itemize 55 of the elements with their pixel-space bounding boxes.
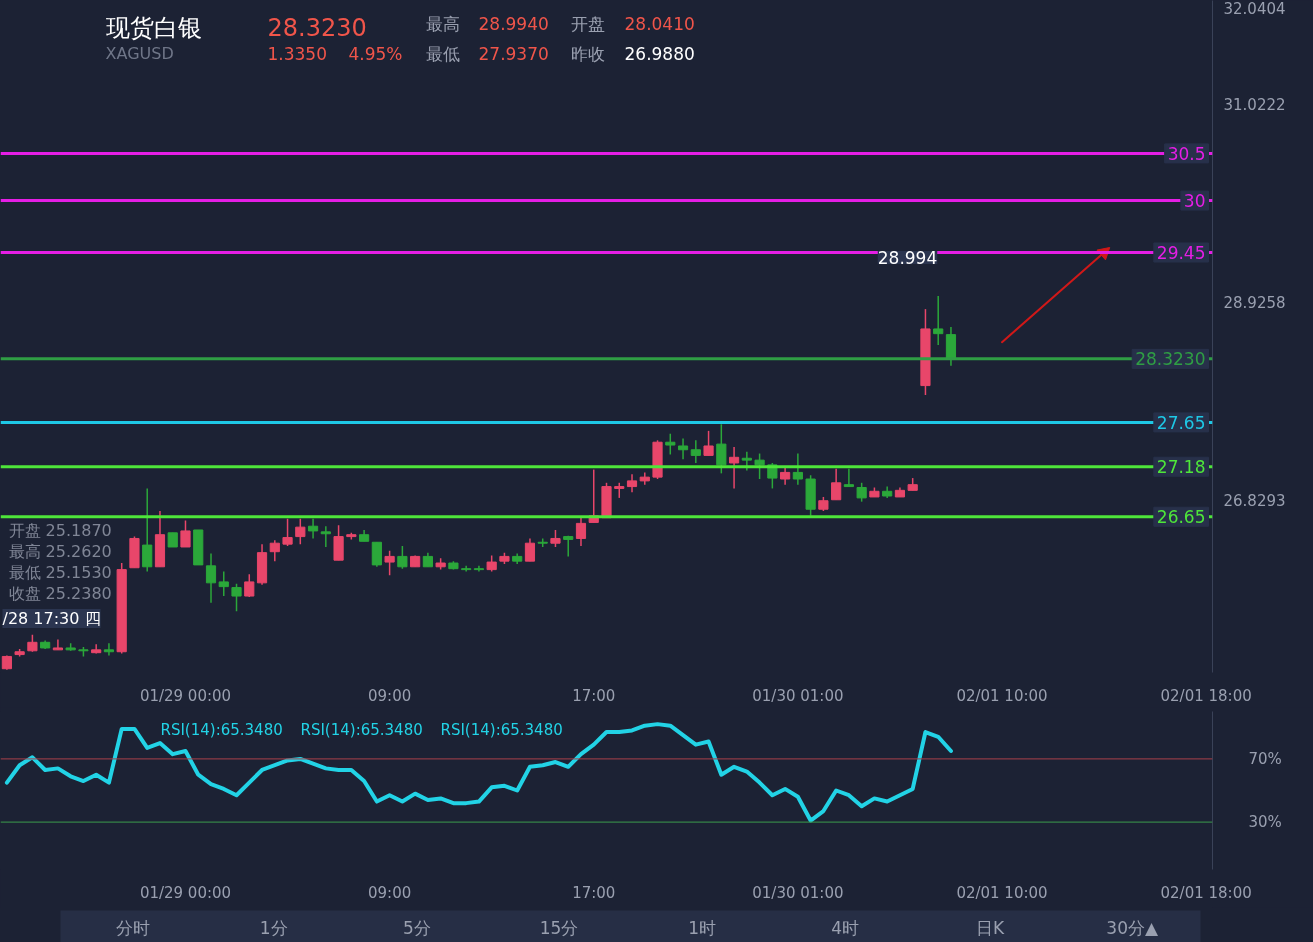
text: 5分 (402, 917, 431, 938)
annotation: 26.9880 (624, 44, 695, 64)
annotation: 28.0410 (624, 14, 695, 34)
annotation: 最高 25.2620 (8, 542, 112, 561)
x-tick-label: 02/01 10:00 (956, 883, 1048, 902)
x-tick-label: 02/01 10:00 (956, 686, 1048, 705)
x-tick-label: 01/29 00:00 (139, 883, 232, 902)
annotation: 开盘 (570, 13, 605, 34)
ref-line-label: 26.65 (1156, 507, 1206, 528)
annotation: 昨收 (570, 43, 605, 64)
series-label: RSI(14):65.3480 (160, 720, 283, 739)
text: 1时 (688, 917, 716, 938)
annotation: 最低 (425, 43, 460, 64)
x-tick-label: 01/29 00:00 (139, 686, 232, 705)
x-tick-label: 02/01 18:00 (1160, 686, 1252, 705)
x-tick-label: 02/01 18:00 (1160, 883, 1252, 902)
annotation: 开盘 25.1870 (8, 521, 112, 540)
text: 4时 (831, 917, 860, 938)
annotation: 4.95% (348, 43, 403, 64)
y-tick-label: 28.9258 (1223, 293, 1286, 312)
text: XAGUSD (105, 44, 174, 63)
ref-line-label: 27.18 (1156, 457, 1206, 478)
annotation: 收盘 25.2380 (8, 584, 112, 603)
text: 15分 (539, 917, 579, 938)
x-tick-label: 17:00 (572, 883, 616, 902)
annotation: 最低 25.1530 (8, 563, 112, 582)
x-tick-label: 09:00 (368, 686, 412, 705)
y-tick-label: 26.8293 (1223, 491, 1286, 510)
annotation: RSI(14):65.3480 (300, 720, 423, 739)
annotation: 28.9940 (478, 14, 549, 34)
ref-line-label: 28.3230 (1135, 349, 1206, 370)
annotation: 28.994 (877, 248, 938, 268)
text: 日K (975, 917, 1005, 938)
annotation: 1.3350 (267, 44, 327, 64)
x-tick-label: 01/30 01:00 (752, 883, 844, 902)
annotation: /28 17:30 四 (2, 609, 101, 628)
y-tick-label: 31.0222 (1223, 96, 1286, 115)
annotation: 28.3230 (267, 13, 367, 42)
text: 30分▲ (1106, 917, 1159, 938)
text: 1分 (259, 917, 288, 938)
y-tick-label: 30% (1248, 813, 1282, 832)
y-tick-label: 70% (1248, 749, 1282, 768)
ref-line-label: 30 (1183, 191, 1206, 212)
text: 现货白银 (105, 13, 202, 42)
annotation: 最高 (425, 13, 460, 34)
text: 分时 (115, 917, 150, 938)
y-tick-label: 32.0404 (1223, 0, 1286, 19)
x-tick-label: 09:00 (368, 883, 412, 902)
ref-line-label: 30.5 (1167, 143, 1206, 164)
annotation: RSI(14):65.3480 (440, 720, 563, 739)
x-tick-label: 17:00 (572, 686, 616, 705)
annotation: 27.9370 (478, 44, 549, 64)
ref-line-label: 29.45 (1156, 243, 1206, 263)
x-tick-label: 01/30 01:00 (752, 686, 844, 705)
ref-line-label: 27.65 (1156, 412, 1206, 433)
